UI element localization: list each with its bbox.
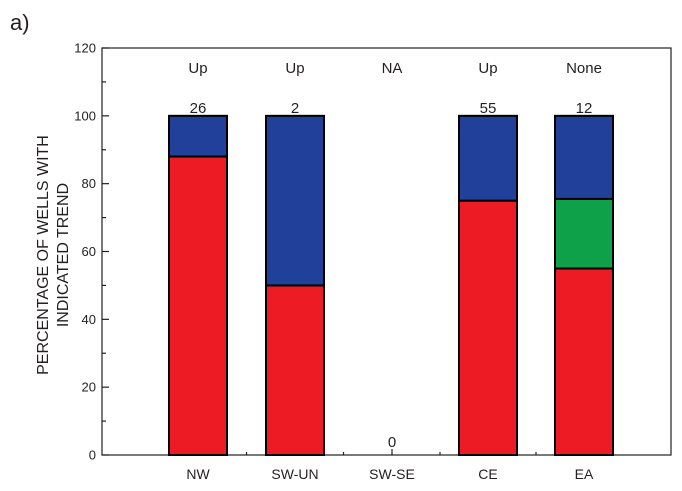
x-category-label-ea: EA bbox=[575, 466, 594, 482]
trend-label-nw: Up bbox=[188, 60, 207, 77]
y-tick-label: 80 bbox=[82, 176, 96, 191]
bar-segment-ce-0 bbox=[458, 199, 518, 456]
y-tick-label: 60 bbox=[82, 244, 96, 259]
x-category-label-sw-se: SW-SE bbox=[369, 466, 415, 482]
trend-label-ea: None bbox=[566, 60, 602, 77]
y-tick-label: 40 bbox=[82, 312, 96, 327]
panel-label: a) bbox=[10, 10, 30, 35]
bar-segment-nw-0 bbox=[168, 155, 228, 457]
bar-segment-ce-2 bbox=[458, 114, 518, 202]
trend-label-ce: Up bbox=[478, 60, 497, 77]
bar-segment-ea-2 bbox=[554, 114, 614, 200]
y-axis-title-line-2: INDICATED TREND bbox=[55, 183, 72, 327]
x-category-label-sw-un: SW-UN bbox=[271, 466, 318, 482]
bar-segment-ea-1 bbox=[554, 197, 614, 270]
y-axis-title-line-1: PERCENTAGE OF WELLS WITH bbox=[35, 135, 52, 375]
bar-segment-nw-2 bbox=[168, 114, 228, 158]
bar-segment-ea-0 bbox=[554, 267, 614, 457]
x-category-label-nw: NW bbox=[186, 466, 210, 482]
y-tick-label: 120 bbox=[74, 41, 96, 56]
count-label-ea: 12 bbox=[576, 100, 593, 117]
bar-segment-sw-un-0 bbox=[265, 284, 325, 456]
plot-area: 0 20 40 60 80 100 120 NW SW-UN SW-SE CE EA 26 Up 2 Up 0 N… bbox=[74, 41, 672, 482]
count-label-ce: 55 bbox=[480, 100, 497, 117]
bar-segment-sw-un-2 bbox=[265, 114, 325, 287]
x-category-label-ce: CE bbox=[478, 466, 497, 482]
y-tick-label: 0 bbox=[89, 448, 96, 463]
trend-label-sw-se: NA bbox=[382, 60, 403, 77]
count-label-sw-se: 0 bbox=[388, 434, 396, 451]
count-label-nw: 26 bbox=[190, 100, 207, 117]
trend-label-sw-un: Up bbox=[285, 60, 304, 77]
count-label-sw-un: 2 bbox=[291, 100, 299, 117]
y-tick-label: 20 bbox=[82, 380, 96, 395]
y-tick-label: 100 bbox=[74, 108, 96, 123]
